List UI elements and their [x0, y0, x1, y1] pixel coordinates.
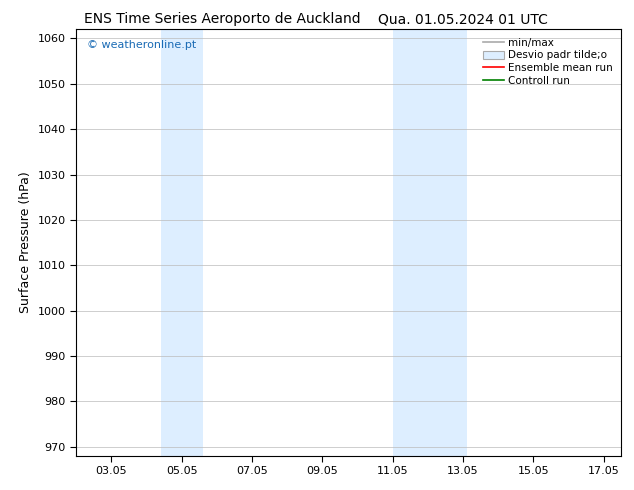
Bar [392, 29, 467, 456]
Text: © weatheronline.pt: © weatheronline.pt [87, 40, 197, 50]
Text: Qua. 01.05.2024 01 UTC: Qua. 01.05.2024 01 UTC [378, 12, 548, 26]
Y-axis label: Surface Pressure (hPa): Surface Pressure (hPa) [19, 172, 32, 314]
Legend: min/max, Desvio padr tilde;o, Ensemble mean run, Controll run: min/max, Desvio padr tilde;o, Ensemble m… [480, 35, 616, 89]
Text: ENS Time Series Aeroporto de Auckland: ENS Time Series Aeroporto de Auckland [84, 12, 360, 26]
Bar [160, 29, 203, 456]
